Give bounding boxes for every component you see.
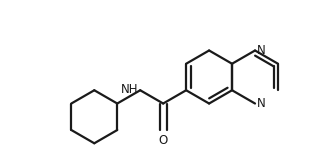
Text: NH: NH — [121, 83, 138, 96]
Text: N: N — [257, 97, 265, 110]
Text: N: N — [257, 44, 265, 57]
Text: O: O — [158, 134, 168, 147]
